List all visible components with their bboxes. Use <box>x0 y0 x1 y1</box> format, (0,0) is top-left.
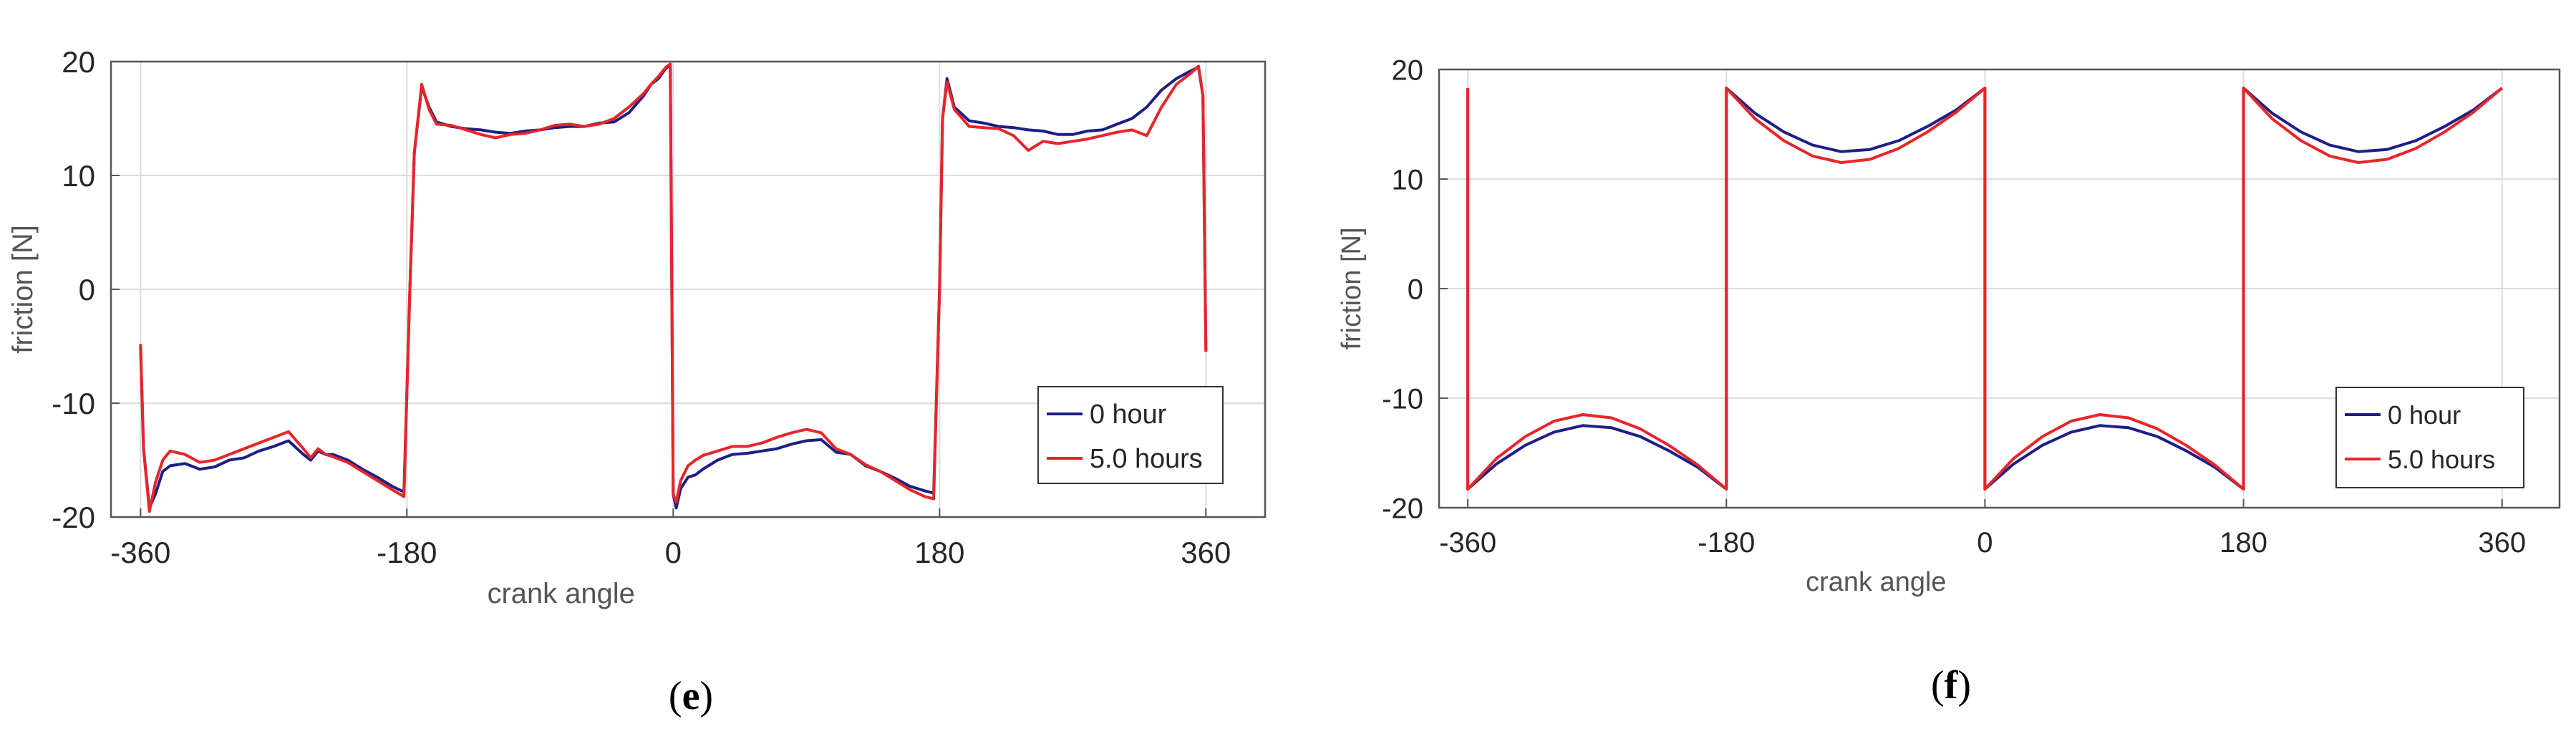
legend-box <box>1037 386 1224 484</box>
x-tick-label: 0 <box>1977 527 1992 559</box>
y-tick-label: -20 <box>1382 493 1423 524</box>
panel-label-letter: f <box>1945 663 1959 708</box>
x-tick-label: -180 <box>1698 527 1755 559</box>
y-tick-label: 0 <box>79 273 95 306</box>
y-tick-label: 0 <box>1408 274 1423 305</box>
chart-panel-e: -360 -180 0 180 360 20 10 0 -10 -20 crank angle fri… <box>7 45 1267 718</box>
legend-label: 0 hour <box>1090 400 1166 430</box>
x-tick-label: 180 <box>914 536 964 569</box>
x-tick-label: 360 <box>1181 536 1231 569</box>
y-tick-label: 20 <box>62 45 95 79</box>
y-tick-label: 10 <box>1392 164 1424 195</box>
chart-panel-f: -360 -180 0 180 360 20 10 0 -10 -20 crank angle fri… <box>1337 54 2561 708</box>
series-line-5-hours <box>1466 87 2503 491</box>
x-tick-label: 0 <box>665 536 682 569</box>
series-line-5-hours <box>139 62 1208 513</box>
x-tick-label: 180 <box>2219 527 2267 559</box>
y-tick-label: -20 <box>52 501 95 534</box>
panel-label-close: ) <box>1957 663 1971 708</box>
legend-label: 5.0 hours <box>1090 444 1203 474</box>
x-tick-label: -360 <box>1439 527 1496 559</box>
y-axis-label: friction [N] <box>1337 227 1367 349</box>
panel-label-letter: e <box>682 674 700 718</box>
panel-label-open: ( <box>669 674 682 718</box>
y-tick-label: -10 <box>1382 383 1423 415</box>
y-axis-label: friction [N] <box>7 225 39 354</box>
legend-label: 5.0 hours <box>2388 445 2495 474</box>
legend: 0 hour 5.0 hours <box>1037 386 1224 484</box>
x-tick-label: -180 <box>377 536 437 569</box>
x-tick-label: -360 <box>110 536 170 569</box>
y-tick-label: 20 <box>1392 54 1424 86</box>
panel-label-open: ( <box>1931 663 1945 708</box>
legend: 0 hour 5.0 hours <box>2335 387 2524 488</box>
x-tick-label: 360 <box>2478 527 2526 559</box>
panel-label: (e) <box>669 674 713 718</box>
y-tick-label: -10 <box>52 387 95 420</box>
panel-label: (f) <box>1931 663 1971 708</box>
panel-label-close: ) <box>699 674 713 718</box>
legend-box <box>2335 387 2524 488</box>
x-axis-label: crank angle <box>488 578 635 609</box>
legend-label: 0 hour <box>2388 400 2461 430</box>
x-axis-label: crank angle <box>1806 567 1946 597</box>
y-tick-label: 10 <box>62 159 95 193</box>
